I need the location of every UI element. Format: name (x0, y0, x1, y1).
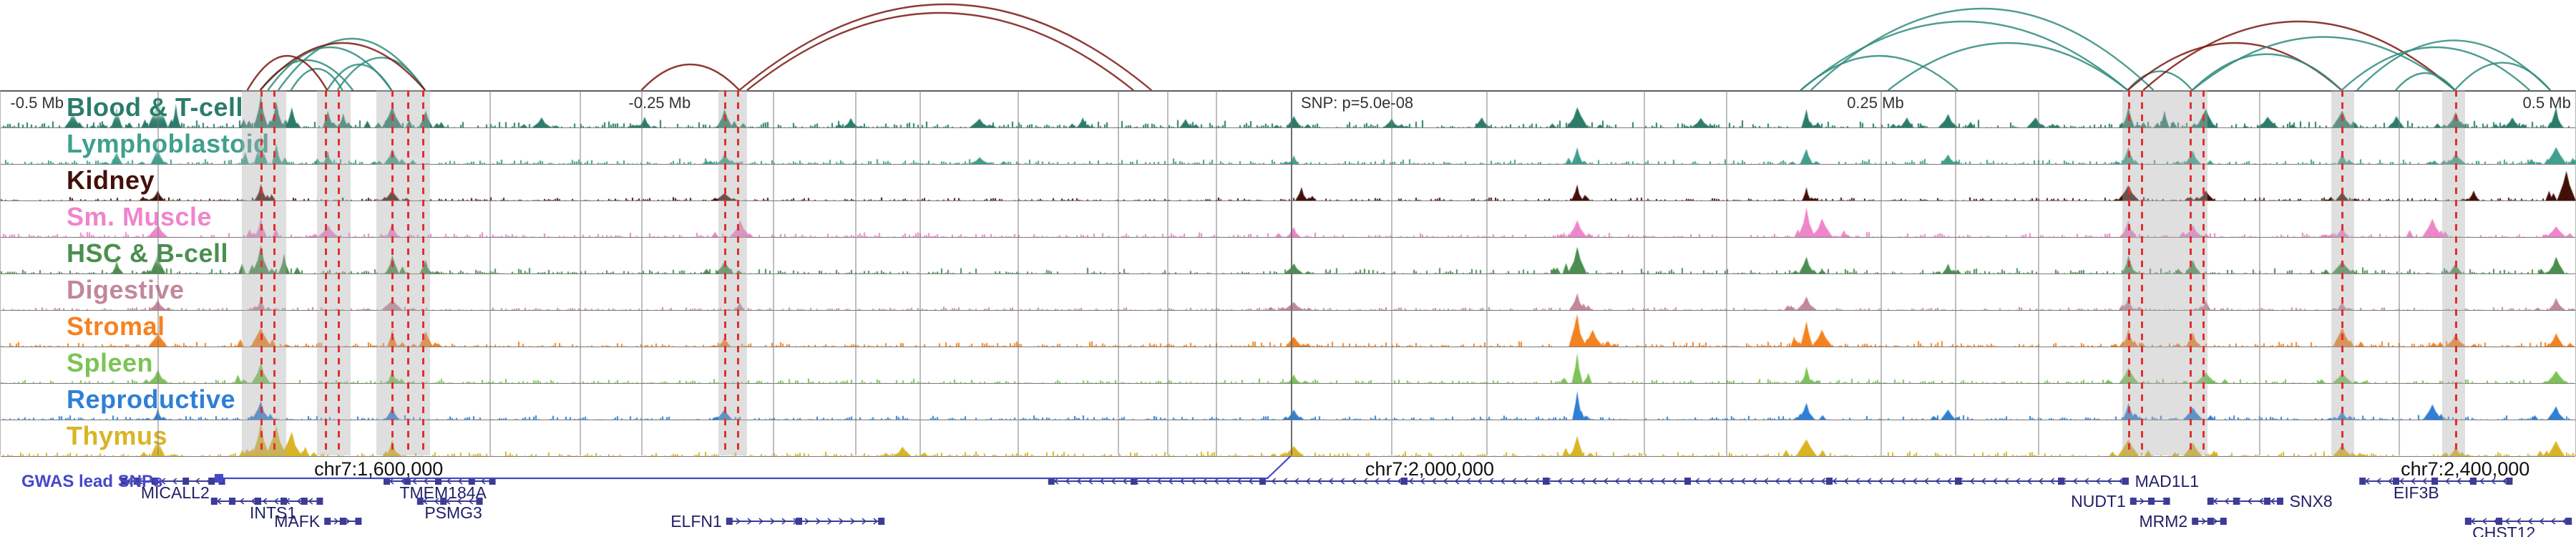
interaction-arc[interactable] (2454, 62, 2551, 91)
signal-canvas (1, 92, 2576, 127)
signal-canvas (1, 128, 2576, 164)
gene-psmg3[interactable]: PSMG3 (416, 498, 483, 522)
gene-label: MRM2 (2139, 512, 2187, 531)
track-spleen[interactable]: Spleen (1, 347, 2576, 384)
gene-label: CHST12 (2472, 523, 2535, 537)
interaction-arc[interactable] (277, 37, 426, 91)
interaction-arc[interactable] (2127, 70, 2193, 91)
gene-label: MAD1L1 (2135, 472, 2199, 490)
chromatin-interaction-arcs (246, 3, 2551, 91)
gene-label: PSMG3 (424, 503, 482, 522)
gene-label: ELFN1 (670, 512, 722, 531)
genome-coordinate: chr7:2,000,000 (1365, 458, 1495, 480)
interaction-arc[interactable] (746, 11, 1134, 91)
interaction-arc[interactable] (336, 57, 426, 91)
genome-coordinate: chr7:1,600,000 (314, 458, 444, 480)
interaction-arc[interactable] (738, 3, 1152, 91)
track-label: Spleen (67, 348, 154, 377)
track-thymus[interactable]: Thymus (1, 420, 2576, 457)
gwas-lead-snps-label: GWAS lead SNPs (21, 472, 163, 491)
interaction-arc[interactable] (1810, 7, 2155, 91)
gene-label: EIF3B (2394, 483, 2439, 502)
track-label: Stromal (67, 311, 165, 341)
track-label: Sm. Muscle (67, 202, 213, 231)
ruler-label: 0.5 Mb (2522, 94, 2571, 112)
track-label: Blood & T-cell (67, 92, 244, 122)
genome-coordinate: chr7:2,400,000 (2401, 458, 2530, 480)
signal-canvas (1, 420, 2576, 456)
track-kidney[interactable]: Kidney (1, 165, 2576, 201)
track-blood-t-cell[interactable]: Blood & T-cell (1, 92, 2576, 128)
interaction-arc[interactable] (246, 54, 328, 91)
track-digestive[interactable]: Digestive (1, 274, 2576, 311)
track-stromal[interactable]: Stromal (1, 311, 2576, 347)
gene-ints1[interactable]: INTS1 (210, 498, 323, 522)
gwas-snp-marker[interactable] (215, 474, 223, 483)
interaction-arc[interactable] (1888, 42, 2129, 91)
gene-mad1l1[interactable]: MAD1L1 (1048, 472, 2199, 490)
signal-canvas (1, 238, 2576, 274)
gene-snx8[interactable]: SNX8 (2207, 492, 2333, 511)
interaction-arc[interactable] (640, 63, 741, 91)
track-reproductive[interactable]: Reproductive (1, 384, 2576, 420)
interaction-arc[interactable] (290, 68, 343, 91)
gene-label: INTS1 (250, 503, 296, 522)
signal-canvas (1, 165, 2576, 200)
signal-canvas (1, 347, 2576, 383)
ruler-label: -0.5 Mb (10, 94, 64, 112)
ruler-label: -0.25 Mb (628, 94, 691, 112)
interaction-arc[interactable] (326, 63, 393, 91)
interaction-arc[interactable] (2191, 36, 2456, 91)
track-label: Kidney (67, 165, 155, 195)
ruler-label: 0.25 Mb (1847, 94, 1904, 112)
interaction-arc[interactable] (2341, 46, 2531, 91)
interaction-arc[interactable] (2191, 53, 2343, 91)
signal-canvas (1, 274, 2576, 310)
interaction-arc[interactable] (1800, 54, 1958, 91)
track-label: HSC & B-cell (67, 238, 229, 268)
interaction-arc[interactable] (259, 42, 426, 91)
gene-label: MICALL2 (141, 483, 210, 502)
gene-nudt1[interactable]: NUDT1 (2071, 492, 2170, 511)
interaction-arc[interactable] (2356, 39, 2551, 91)
track-label: Thymus (67, 421, 168, 450)
track-label: Reproductive (67, 384, 236, 414)
gene-eif3b[interactable]: EIF3B (2359, 478, 2513, 502)
gwas-lead-snp-pointer (219, 455, 1292, 480)
gene-label: MAFK (274, 512, 321, 531)
gene-elfn1[interactable]: ELFN1 (670, 512, 885, 531)
signal-canvas (1, 384, 2576, 420)
interaction-arc[interactable] (2395, 72, 2456, 91)
track-label: Lymphoblastoid (67, 129, 270, 158)
signal-canvas (1, 201, 2576, 237)
gene-label: SNX8 (2290, 492, 2333, 511)
snp-pvalue-label: SNP: p=5.0e-08 (1301, 94, 1414, 112)
track-hsc-b-cell[interactable]: HSC & B-cell (1, 238, 2576, 274)
gene-mafk[interactable]: MAFK (274, 512, 362, 531)
signal-tracks-panel: Blood & T-cell Lymphoblastoid Kidney Sm. Mu… (0, 90, 2576, 457)
gene-chst12[interactable]: CHST12 (2464, 518, 2572, 537)
track-lymphoblastoid[interactable]: Lymphoblastoid (1, 128, 2576, 165)
track-label: Digestive (67, 275, 185, 304)
interaction-arc[interactable] (2142, 20, 2456, 91)
gene-mrm2[interactable]: MRM2 (2139, 512, 2227, 531)
gene-label: NUDT1 (2071, 492, 2126, 511)
signal-canvas (1, 311, 2576, 347)
track-sm-muscle[interactable]: Sm. Muscle (1, 201, 2576, 238)
interaction-arc[interactable] (1800, 20, 2129, 91)
